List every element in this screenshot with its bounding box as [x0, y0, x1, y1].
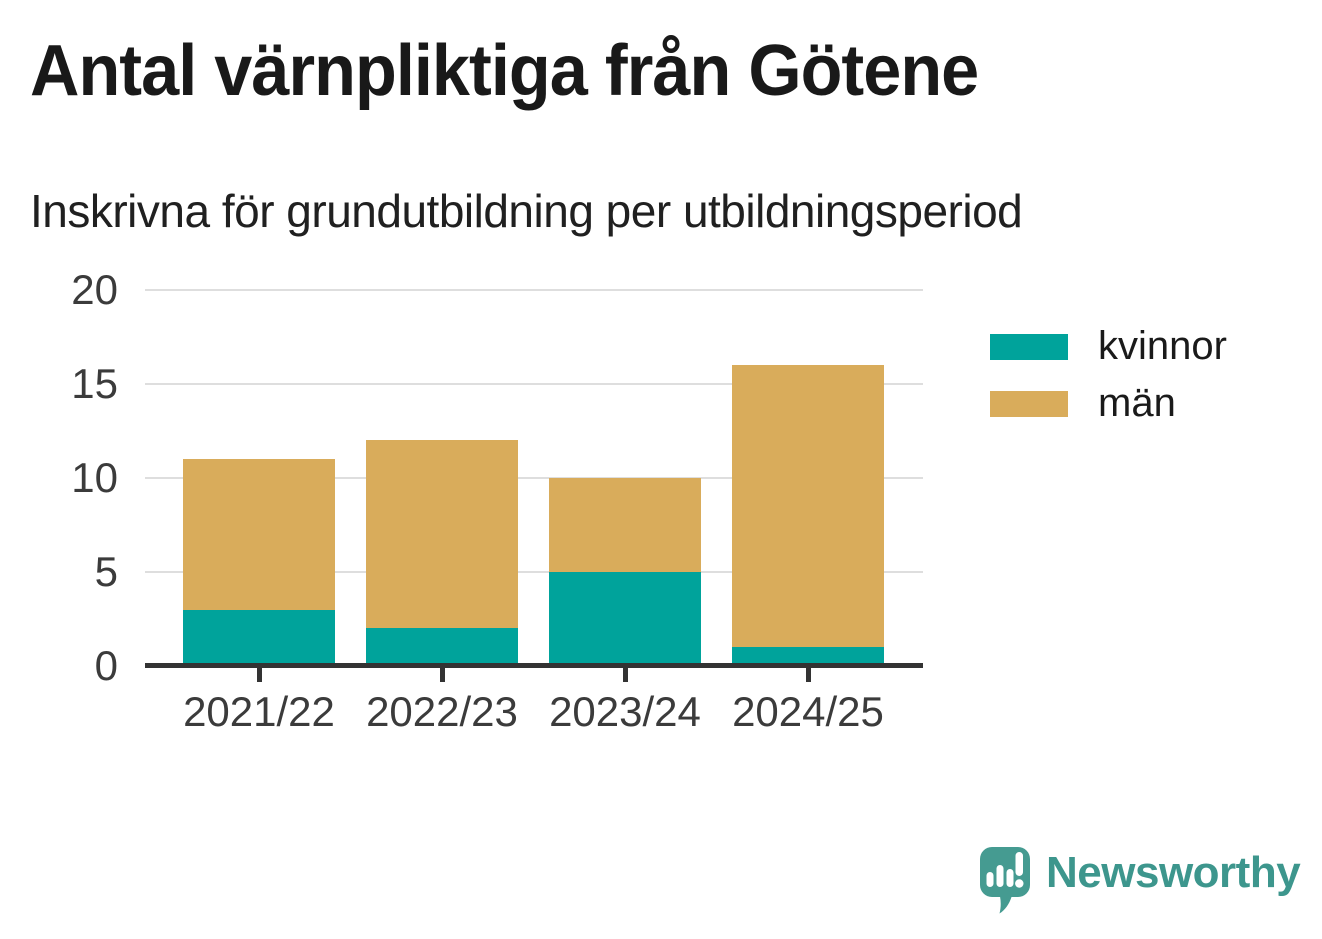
- bar-glyph-2: [996, 865, 1004, 887]
- gridline: [145, 477, 923, 479]
- bar-segment: [549, 478, 701, 572]
- newsworthy-logo-icon: [980, 847, 1030, 914]
- brand-name: Newsworthy: [1046, 848, 1301, 897]
- y-tick-label: 5: [94, 548, 118, 595]
- chart-title: Antal värnpliktiga från Götene: [30, 31, 979, 111]
- y-tick-label: 15: [71, 360, 118, 407]
- legend-label: män: [1098, 381, 1176, 425]
- x-tick-mark: [256, 668, 262, 682]
- y-tick-label: 10: [71, 454, 118, 501]
- bar-segment: [366, 440, 518, 629]
- gridline: [145, 571, 923, 573]
- chart-legend: kvinnor män: [990, 318, 1227, 432]
- legend-swatch: [990, 333, 1068, 360]
- legend-label: kvinnor: [1098, 324, 1227, 368]
- bar-segment: [366, 628, 518, 666]
- x-tick-mark: [439, 668, 445, 682]
- exclamation-stem: [1015, 852, 1023, 876]
- x-tick-label: 2023/24: [549, 688, 701, 735]
- x-tick-mark: [805, 668, 811, 682]
- exclamation-dot: [1015, 879, 1024, 888]
- x-tick-mark: [622, 668, 628, 682]
- y-tick-label: 20: [71, 266, 118, 313]
- bar-segment: [183, 609, 335, 666]
- bar-segment: [732, 647, 884, 666]
- gridline: [145, 383, 923, 385]
- legend-item-m-n: män: [990, 375, 1227, 432]
- bar-segment: [732, 365, 884, 648]
- bar-glyph-1: [986, 872, 994, 887]
- x-tick-label: 2024/25: [732, 688, 884, 735]
- legend-swatch: [990, 390, 1068, 417]
- x-tick-label: 2021/22: [183, 688, 335, 735]
- legend-item-kvinnor: kvinnor: [990, 318, 1227, 375]
- chart-subtitle: Inskrivna för grundutbildning per utbild…: [30, 185, 1023, 237]
- bar-glyph-3: [1006, 869, 1014, 887]
- x-axis-line: [145, 663, 923, 668]
- y-tick-label: 0: [94, 642, 118, 689]
- gridline: [145, 289, 923, 291]
- x-tick-label: 2022/23: [366, 688, 518, 735]
- bar-segment: [183, 459, 335, 610]
- newsworthy-branding: Newsworthy: [978, 845, 1301, 915]
- bar-segment: [549, 572, 701, 666]
